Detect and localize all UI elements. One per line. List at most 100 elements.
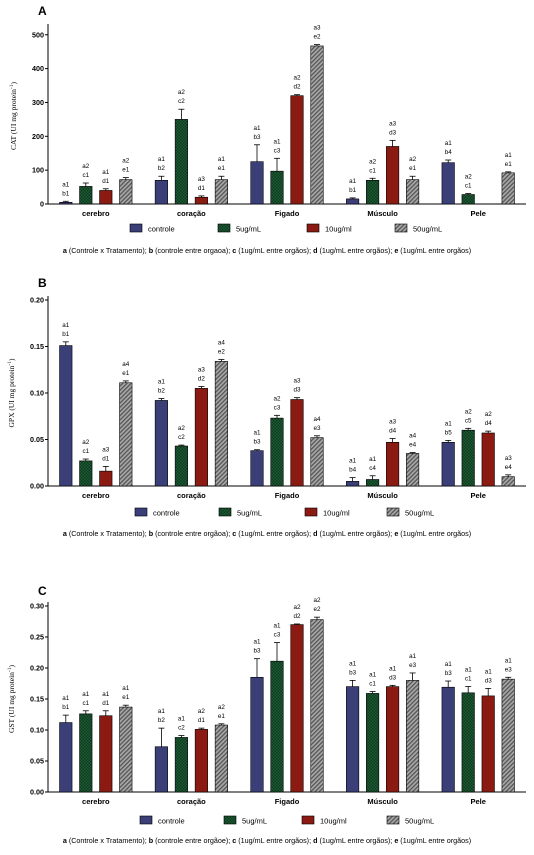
data-label: c3 <box>274 404 281 411</box>
bar <box>310 437 324 487</box>
data-label: a1 <box>349 660 357 667</box>
bar <box>154 746 168 793</box>
bar <box>154 180 168 205</box>
panel-a: 0 100 200 300 400 500 CAT (UI mg protein-1) cer… <box>0 4 534 266</box>
y-tick-label: 0.15 <box>30 342 44 351</box>
x-tick-label: Pele <box>470 797 485 806</box>
bar <box>270 170 284 205</box>
bar <box>174 445 188 487</box>
y-tick-label: 100 <box>32 166 44 175</box>
data-label: a3 <box>198 176 206 183</box>
data-label: b4 <box>445 149 453 156</box>
bar <box>250 677 264 793</box>
y-tick-label: 0.00 <box>30 788 44 797</box>
bar <box>79 713 93 793</box>
data-label: c2 <box>178 98 185 105</box>
data-label: a1 <box>158 708 166 715</box>
data-label: b5 <box>445 429 453 436</box>
bar <box>406 453 420 487</box>
data-label: e1 <box>122 167 130 174</box>
data-label: b3 <box>349 669 357 676</box>
footnote-key: e <box>394 529 399 538</box>
legend-swatch <box>301 815 315 825</box>
data-label: e2 <box>218 349 226 356</box>
data-label: e2 <box>313 34 321 41</box>
data-label: b3 <box>253 648 261 655</box>
x-tick-label: Figado <box>275 209 300 218</box>
data-label: d1 <box>102 178 110 185</box>
legend-label: 10ug/ml <box>325 225 352 234</box>
data-label: a2 <box>485 411 493 418</box>
bar <box>214 179 228 205</box>
data-label: a1 <box>445 661 453 668</box>
data-label: a1 <box>158 156 166 163</box>
data-label: a2 <box>313 597 321 604</box>
bar <box>99 190 113 205</box>
panel-label: B <box>38 276 47 290</box>
legend-label: 10ug/ml <box>320 817 347 826</box>
data-label: a1 <box>62 181 70 188</box>
data-label: a1 <box>409 653 417 660</box>
y-tick-label: 0.15 <box>30 695 44 704</box>
data-label: a1 <box>62 322 70 329</box>
bar <box>250 161 264 205</box>
legend-swatch <box>134 507 148 517</box>
data-label: a2 <box>82 163 90 170</box>
y-tick-label: 0.20 <box>30 296 44 305</box>
data-label: a1 <box>253 430 261 437</box>
footnote-key: b <box>148 529 154 538</box>
chart-a: 0 100 200 300 400 500 CAT (UI mg protein-1) cer… <box>9 24 526 234</box>
data-label: b4 <box>349 467 357 474</box>
footnote-text: (controle entre orgãoe); <box>153 836 233 845</box>
data-label: a1 <box>122 685 130 692</box>
bar <box>346 686 360 793</box>
data-label: a1 <box>62 695 70 702</box>
data-label: c4 <box>369 465 376 472</box>
data-label: a2 <box>122 158 130 165</box>
legend: controle 5ug/mL 10ug/ml 50ug/mL <box>134 507 434 518</box>
bar <box>119 179 133 205</box>
bar <box>214 724 228 793</box>
data-label: e2 <box>313 606 321 613</box>
bar <box>99 715 113 793</box>
data-label: a4 <box>409 433 417 440</box>
data-label: a2 <box>369 158 377 165</box>
data-label: b1 <box>349 187 357 194</box>
data-label: e1 <box>122 370 130 377</box>
footnote: a (Controle x Tratamento); b (controle e… <box>0 529 534 538</box>
bar <box>214 361 228 487</box>
legend-swatch <box>386 815 400 825</box>
legend-label: 10ug/ml <box>323 509 350 518</box>
footnote-text: (1ug/mL entre orgãos); <box>236 836 314 845</box>
data-label: e3 <box>313 425 321 432</box>
x-tick-label: cerebro <box>82 209 110 218</box>
data-label: a3 <box>293 378 301 385</box>
bar <box>174 737 188 793</box>
bar <box>366 479 380 487</box>
legend-label: 5ug/mL <box>237 509 262 518</box>
bar <box>119 706 133 793</box>
bar <box>174 119 188 205</box>
chart-b: 0.00 0.05 0.10 0.15 0.20 GPX (UI mg protein-1… <box>7 296 526 518</box>
bar <box>481 432 495 487</box>
data-label: e1 <box>122 694 130 701</box>
x-tick-label: Músculo <box>367 491 398 500</box>
data-label: e1 <box>409 165 417 172</box>
data-label: d1 <box>198 717 206 724</box>
footnote-text: (1ug/mL entre orgãos); <box>317 246 395 255</box>
legend-label: controle <box>148 225 175 234</box>
data-label: c3 <box>274 632 281 639</box>
bar <box>461 194 475 205</box>
x-tick-label: Figado <box>275 797 300 806</box>
data-label: a3 <box>389 419 397 426</box>
legend: controle 5ug/mL 10ug/ml 50ug/mL <box>129 223 442 234</box>
bar <box>194 196 208 205</box>
bar <box>270 660 284 793</box>
footnote-text: (1ug/mL entre orgãos) <box>398 529 472 538</box>
data-label: e1 <box>218 165 226 172</box>
data-label: a3 <box>389 120 397 127</box>
footnote-text: (Controle x Tratamento); <box>66 836 149 845</box>
panel-label: C <box>38 584 47 598</box>
legend-label: 50ug/mL <box>413 225 442 234</box>
bar <box>310 45 324 205</box>
